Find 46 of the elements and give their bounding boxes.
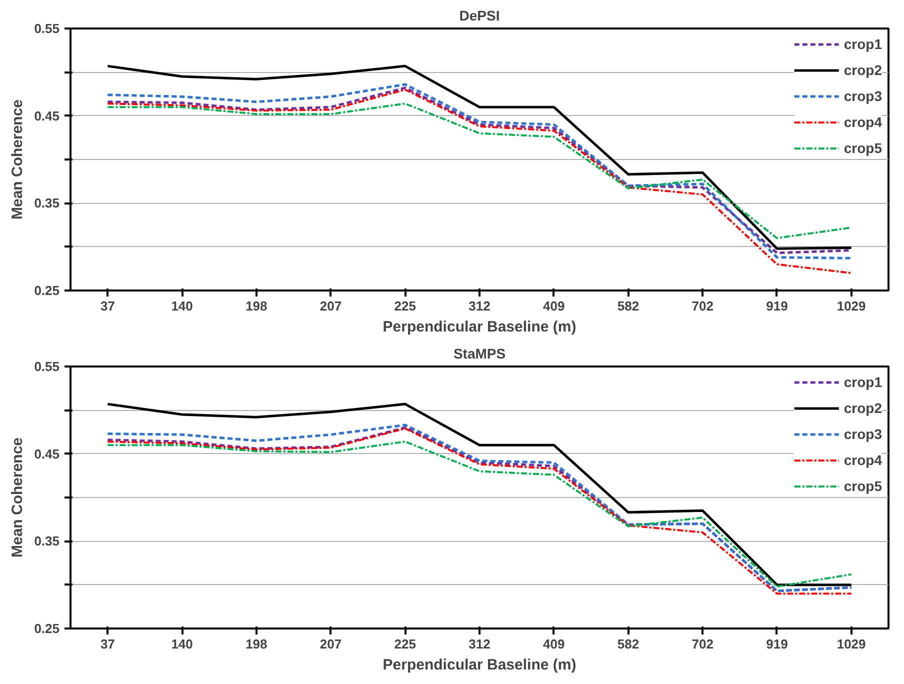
y-tick-label: 0.35 xyxy=(34,196,60,211)
x-tick-label: 702 xyxy=(692,636,714,652)
x-tick-label: 919 xyxy=(766,298,788,314)
legend-label: crop5 xyxy=(844,478,882,494)
y-axis-title: Mean Coherence xyxy=(9,437,26,558)
x-tick-label: 198 xyxy=(246,636,268,652)
y-tick-label: 0.45 xyxy=(34,108,60,124)
x-tick-label: 1029 xyxy=(836,636,866,652)
x-tick-label: 582 xyxy=(617,298,640,314)
legend-label: crop3 xyxy=(844,426,882,442)
legend-label: crop5 xyxy=(844,140,882,156)
legend-label: crop2 xyxy=(844,62,882,78)
legend-label: crop2 xyxy=(844,400,882,416)
x-tick-label: 312 xyxy=(468,298,490,314)
y-tick-label: 0.55 xyxy=(34,359,60,374)
legend-label: crop1 xyxy=(844,36,882,52)
x-tick-label: 1029 xyxy=(836,298,866,314)
chart-title: DePSI xyxy=(459,8,500,24)
y-tick-label: 0.55 xyxy=(34,21,60,36)
x-tick-label: 37 xyxy=(100,636,115,652)
x-axis-title: Perpendicular Baseline (m) xyxy=(382,656,576,674)
legend-label: crop4 xyxy=(844,452,882,468)
x-tick-label: 919 xyxy=(766,636,788,652)
x-tick-label: 702 xyxy=(692,298,714,314)
y-axis-title: Mean Coherence xyxy=(9,99,26,220)
legend-label: crop1 xyxy=(844,374,882,390)
y-tick-label: 0.45 xyxy=(34,446,60,462)
x-tick-label: 312 xyxy=(468,636,490,652)
x-tick-label: 225 xyxy=(394,636,416,652)
y-tick-label: 0.35 xyxy=(34,534,60,549)
x-tick-label: 207 xyxy=(320,636,342,652)
x-tick-label: 409 xyxy=(543,298,565,314)
x-axis-title: Perpendicular Baseline (m) xyxy=(382,318,576,336)
x-tick-label: 207 xyxy=(320,298,342,314)
y-tick-label: 0.25 xyxy=(34,283,60,298)
y-tick-label: 0.25 xyxy=(34,621,60,636)
x-tick-label: 37 xyxy=(100,298,115,314)
chart-title: StaMPS xyxy=(453,346,506,362)
x-tick-label: 140 xyxy=(171,636,193,652)
x-tick-label: 225 xyxy=(394,298,416,314)
x-tick-label: 582 xyxy=(617,636,640,652)
x-tick-label: 409 xyxy=(543,636,565,652)
x-tick-label: 140 xyxy=(171,298,193,314)
legend-label: crop3 xyxy=(844,88,882,104)
x-tick-label: 198 xyxy=(246,298,268,314)
legend-label: crop4 xyxy=(844,114,882,130)
